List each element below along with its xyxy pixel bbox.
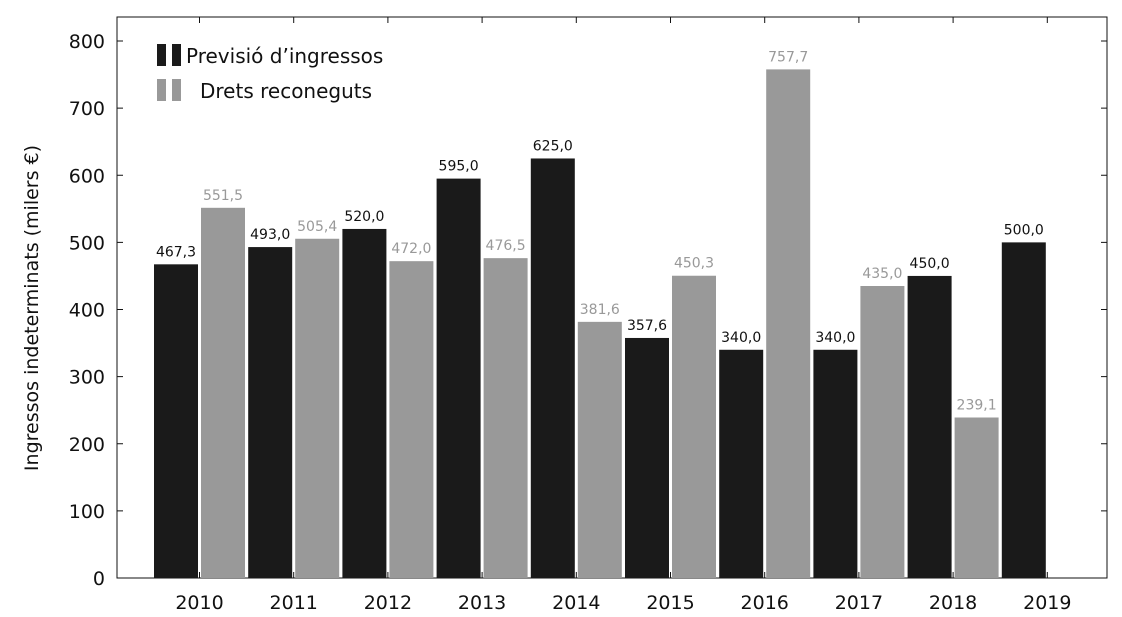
bar-drets-2016 [766, 69, 811, 579]
data-labels-group: 467,3 551,5 493,0 505,4 520,0 472,0 595,0 476,5… [156, 49, 1044, 413]
data-label: 595,0 [439, 159, 479, 175]
bar-drets-2018 [954, 417, 999, 578]
y-tick-labels-group: 0 100 200 300 400 500 600 700 800 [69, 31, 105, 590]
y-tick-label: 400 [69, 300, 105, 322]
x-tick-label: 2016 [741, 592, 789, 614]
bar-drets-2011 [295, 238, 340, 578]
data-label: 340,0 [815, 330, 855, 346]
legend: Previsió d’ingressos Drets reconeguts [157, 44, 383, 103]
bar-previsio-2014 [530, 158, 575, 578]
bar-drets-2014 [577, 321, 622, 578]
data-label: 476,5 [486, 238, 526, 254]
legend-label: Drets reconeguts [200, 79, 372, 103]
legend-swatch [172, 79, 181, 101]
bar-drets-2015 [672, 275, 716, 578]
y-axis-label: Ingressos indeterminats (milers €) [21, 145, 43, 471]
y-tick-label: 500 [69, 232, 105, 254]
x-tick-label: 2011 [270, 592, 318, 614]
data-label: 467,3 [156, 244, 196, 260]
y-tick-label: 200 [69, 434, 105, 456]
bar-previsio-2016 [719, 349, 764, 578]
legend-swatch [172, 44, 181, 66]
data-label: 493,0 [250, 227, 290, 243]
x-tick-label: 2017 [835, 592, 883, 614]
data-label: 757,7 [768, 49, 808, 65]
data-label: 625,0 [533, 138, 573, 154]
legend-label: Previsió d’ingressos [186, 44, 383, 68]
data-label: 435,0 [862, 266, 902, 282]
data-label: 520,0 [344, 209, 384, 225]
bar-previsio-2019 [1001, 242, 1046, 578]
bar-previsio-2018 [907, 275, 952, 578]
data-label: 450,0 [910, 256, 950, 272]
data-label: 450,3 [674, 256, 714, 272]
y-tick-label: 300 [69, 367, 105, 389]
y-tick-label: 800 [69, 31, 105, 53]
bars-group [154, 69, 1046, 579]
data-label: 551,5 [203, 188, 243, 204]
bar-previsio-2015 [625, 337, 669, 578]
x-tick-label: 2014 [552, 592, 600, 614]
x-tick-label: 2012 [364, 592, 412, 614]
bar-previsio-2012 [342, 228, 387, 578]
data-label: 505,4 [297, 219, 337, 235]
data-label: 381,6 [580, 302, 620, 318]
y-tick-label: 100 [69, 501, 105, 523]
legend-swatch [157, 79, 166, 101]
bar-previsio-2017 [813, 349, 858, 578]
legend-swatch [157, 44, 166, 66]
data-label: 239,1 [957, 398, 997, 414]
x-tick-label: 2019 [1023, 592, 1071, 614]
data-label: 340,0 [721, 330, 761, 346]
bar-drets-2017 [860, 286, 905, 578]
y-tick-label: 700 [69, 98, 105, 120]
y-tick-label: 600 [69, 165, 105, 187]
bar-drets-2013 [483, 258, 528, 578]
bar-previsio-2010 [154, 264, 198, 578]
bar-previsio-2011 [248, 247, 293, 579]
x-tick-label: 2015 [646, 592, 694, 614]
data-label: 357,6 [627, 318, 667, 334]
data-label: 500,0 [1004, 222, 1044, 238]
bar-drets-2010 [201, 207, 245, 579]
bar-previsio-2013 [436, 178, 481, 578]
x-tick-labels-group: 2010 2011 2012 2013 2014 2015 2016 2017 2018 2019 [175, 592, 1071, 614]
y-tick-label: 0 [93, 568, 105, 590]
x-tick-label: 2010 [175, 592, 223, 614]
data-label: 472,0 [391, 241, 431, 257]
bar-drets-2012 [389, 261, 434, 578]
x-tick-label: 2013 [458, 592, 506, 614]
x-tick-label: 2018 [929, 592, 977, 614]
